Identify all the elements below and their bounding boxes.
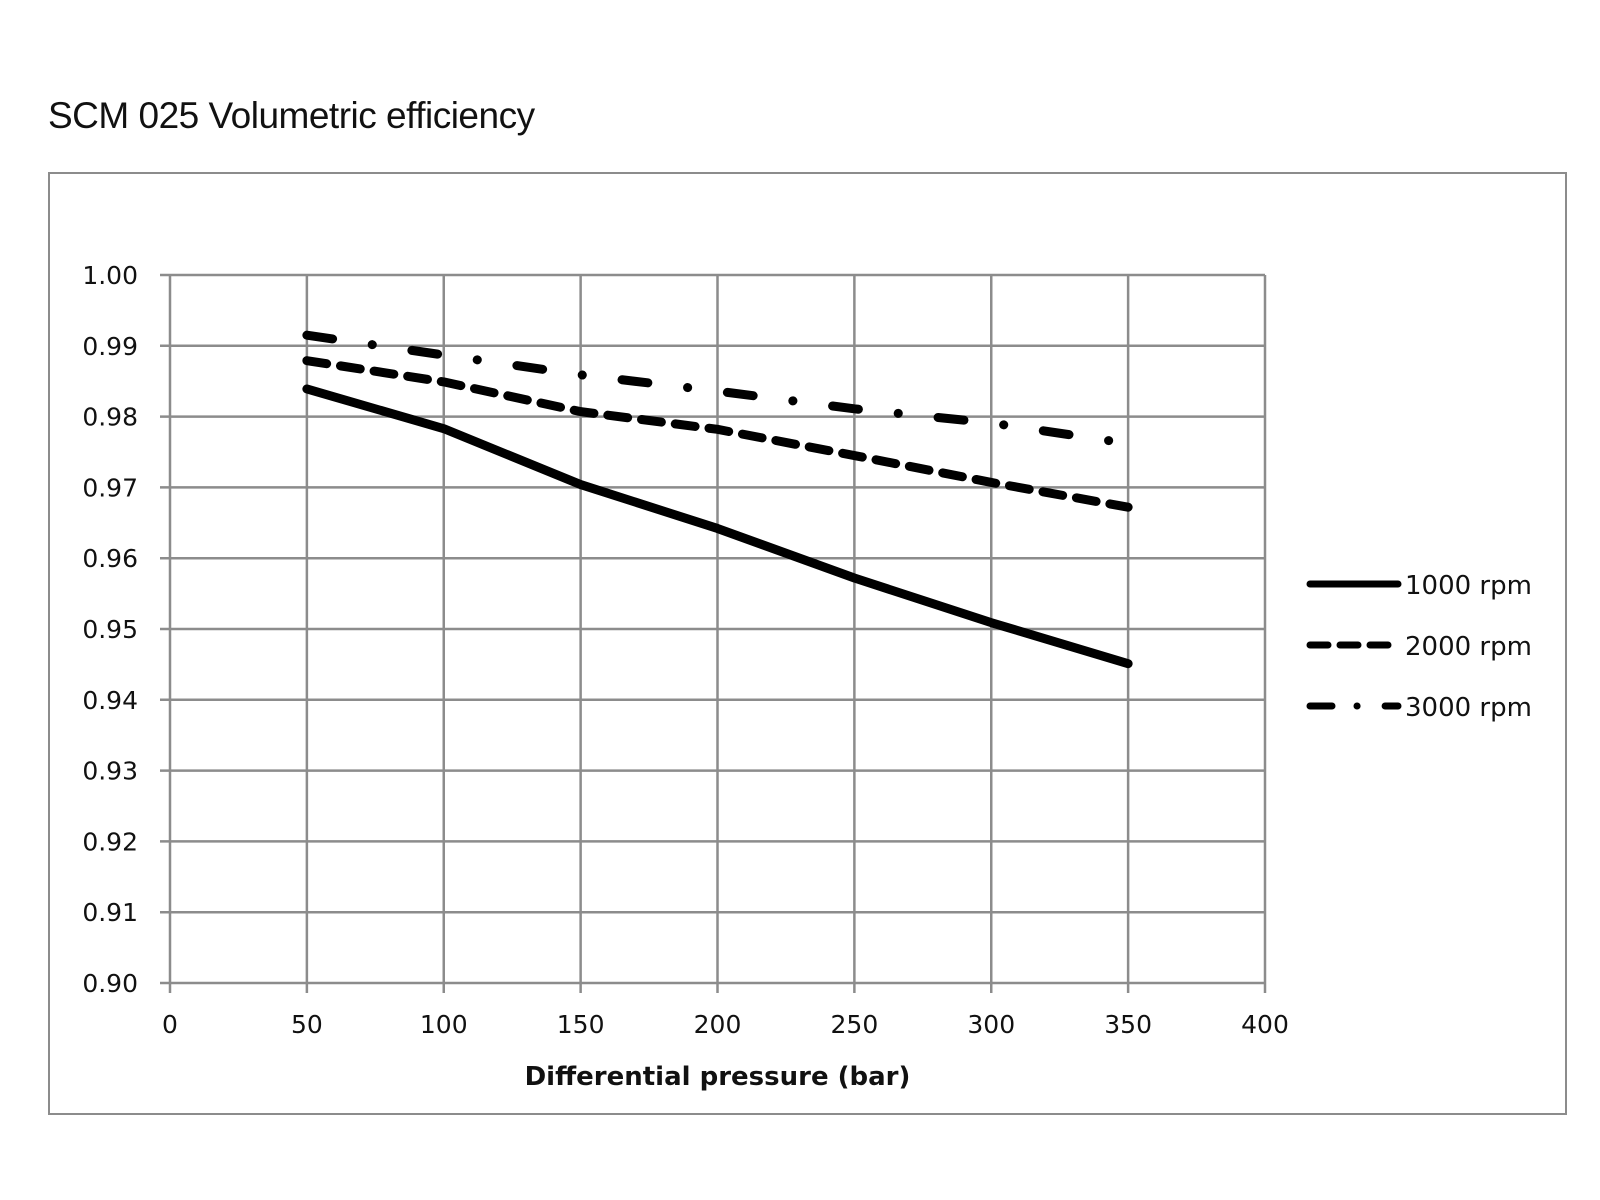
- y-tick-label: 0.95: [82, 615, 138, 644]
- x-tick-label: 100: [420, 1010, 468, 1039]
- x-tick-label: 350: [1104, 1010, 1152, 1039]
- y-tick-label: 0.94: [82, 686, 138, 715]
- chart-frame: [48, 172, 1567, 1115]
- legend: 1000 rpm 2000 rpm 3000 rpm: [1306, 571, 1532, 723]
- x-tick-label: 200: [694, 1010, 742, 1039]
- legend-label: 3000 rpm: [1405, 693, 1532, 723]
- legend-label: 1000 rpm: [1405, 571, 1532, 601]
- y-tick-label: 0.90: [82, 969, 138, 998]
- y-tick-label: 0.97: [82, 473, 138, 502]
- x-tick-label: 50: [291, 1010, 323, 1039]
- grid: [160, 273, 1267, 993]
- series-lines: [302, 330, 1133, 669]
- x-axis-title: Differential pressure (bar): [525, 1062, 911, 1092]
- y-tick-label: 0.92: [82, 827, 138, 856]
- legend-label: 2000 rpm: [1405, 632, 1532, 662]
- y-tick-label: 0.93: [82, 757, 138, 786]
- chart-title: SCM 025 Volumetric efficiency: [48, 95, 535, 136]
- series-line-2000-rpm: [302, 356, 1133, 512]
- series-line-1000-rpm: [302, 384, 1133, 669]
- y-tick-label: 0.96: [82, 544, 138, 573]
- y-tick-label: 0.91: [82, 898, 138, 927]
- y-tick-label: 1.00: [82, 261, 138, 290]
- y-tick-label: 0.99: [82, 332, 138, 361]
- x-tick-label: 300: [967, 1010, 1015, 1039]
- x-tick-label: 0: [162, 1010, 178, 1039]
- y-tick-label: 0.98: [82, 403, 138, 432]
- x-tick-label: 250: [831, 1010, 879, 1039]
- x-tick-label: 150: [557, 1010, 605, 1039]
- tick-labels: 1.00 0.99 0.98 0.97 0.96 0.95 0.94 0.93 0.92 0.91…: [82, 261, 1289, 1039]
- x-tick-label: 400: [1241, 1010, 1289, 1039]
